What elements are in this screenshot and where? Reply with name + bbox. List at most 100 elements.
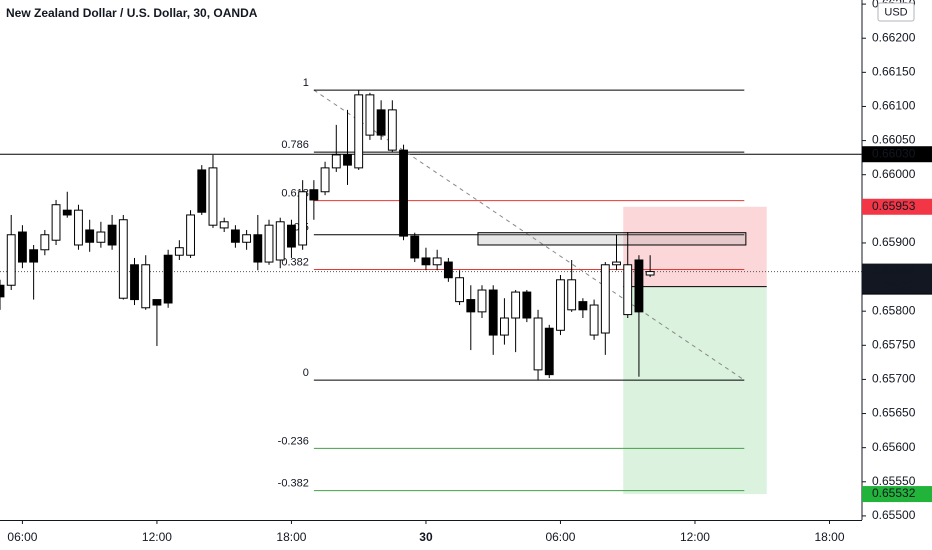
stop-zone — [623, 206, 767, 287]
candle-body — [365, 94, 375, 136]
fib-level-label: -0.236 — [278, 435, 309, 447]
price-tag-label: 0.66030 — [872, 146, 916, 160]
candle-body — [242, 234, 252, 243]
candle-body — [186, 214, 195, 256]
candle-body — [51, 204, 61, 241]
y-tick-label: 0.65500 — [872, 508, 916, 522]
candle-body — [152, 299, 162, 306]
fib-level-label: -0.382 — [278, 478, 309, 490]
y-tick-label: 0.66050 — [872, 133, 916, 147]
y-tick-label: 0.65550 — [872, 474, 916, 488]
axes: 0.662500.662000.661500.661000.660500.660… — [7, 0, 932, 544]
candle-body — [421, 257, 431, 266]
candle-body — [174, 247, 184, 256]
y-tick-label: 0.66150 — [872, 65, 916, 79]
rectangle — [477, 232, 747, 246]
candle-body — [634, 259, 644, 313]
candle-body — [455, 277, 465, 303]
fib-level-label: 0 — [303, 367, 309, 379]
y-tick-label: 0.65700 — [872, 372, 916, 386]
candle-body — [320, 167, 330, 193]
candle-body — [17, 231, 27, 263]
candle-body — [74, 209, 83, 246]
candle-body — [600, 264, 610, 334]
price-tag — [862, 198, 932, 215]
y-tick-label: 0.65650 — [872, 406, 916, 420]
candle-body — [522, 291, 532, 319]
y-tick-label: 0.65900 — [872, 235, 916, 249]
candle-body — [567, 279, 577, 311]
candle-body — [544, 327, 554, 376]
x-tick-label: 18:00 — [276, 530, 306, 544]
candle-body — [40, 234, 50, 251]
x-tick-label: 30 — [419, 530, 433, 544]
x-tick-label: 06:00 — [545, 530, 575, 544]
price-tag — [862, 486, 932, 503]
target-zone — [623, 286, 767, 495]
currency[interactable]: USD — [884, 6, 907, 18]
fib-level-label: 0.382 — [281, 256, 309, 268]
candle-body — [511, 291, 521, 319]
candle-body — [331, 154, 341, 169]
candle-body — [443, 261, 453, 279]
candle-body — [533, 317, 543, 371]
candle-body — [96, 231, 106, 243]
candle-body — [354, 94, 364, 169]
candle-body — [556, 279, 565, 331]
candle-body — [163, 254, 173, 304]
y-tick-label: 0.66200 — [872, 30, 916, 44]
candle-body — [578, 301, 588, 311]
candle-body — [62, 209, 72, 216]
countdown: 25:22 — [884, 279, 914, 293]
candle-body — [589, 304, 599, 336]
candle-body — [298, 191, 308, 246]
candle-body — [253, 234, 263, 263]
candle-body — [0, 284, 5, 298]
candle-body — [107, 224, 117, 246]
candle-body — [343, 154, 352, 166]
candle-body — [309, 189, 319, 201]
price-tag-label: 0.65858 — [872, 264, 916, 278]
y-tick-label: 0.66000 — [872, 167, 916, 181]
candle-body — [477, 289, 487, 313]
fib-level-label: 1 — [303, 77, 309, 89]
candle-body — [376, 109, 386, 136]
y-tick-label: 0.65600 — [872, 440, 916, 454]
candle-body — [130, 264, 139, 301]
candle-body — [197, 169, 207, 213]
fib-level-label: 0.786 — [281, 139, 309, 151]
candle-body — [387, 109, 397, 151]
y-tick-label: 0.66100 — [872, 99, 916, 113]
candle-body — [275, 221, 285, 261]
candle-body — [399, 149, 408, 237]
candle-body — [432, 257, 442, 266]
candle-body — [612, 261, 621, 266]
candle-body — [219, 221, 229, 229]
candle-body — [499, 317, 509, 336]
candle-body — [264, 224, 274, 263]
y-tick-label: 0.65750 — [872, 337, 916, 351]
candle-body — [623, 264, 633, 316]
candle-body — [287, 224, 296, 248]
candle-body — [208, 167, 218, 226]
price-tag — [862, 263, 932, 294]
candle-body — [85, 229, 95, 243]
candle-body — [466, 299, 476, 313]
candle-body — [141, 264, 151, 309]
x-tick-label: 12:00 — [680, 530, 710, 544]
candle-body — [410, 235, 420, 259]
x-tick-label: 12:00 — [142, 530, 172, 544]
x-tick-label: 18:00 — [814, 530, 844, 544]
candle-body — [118, 219, 128, 299]
price-tag — [862, 146, 932, 163]
candle-body — [230, 229, 240, 243]
chart-title: New Zealand Dollar / U.S. Dollar, 30, OA… — [6, 6, 258, 20]
x-tick-label: 06:00 — [7, 530, 37, 544]
candle-body — [6, 234, 16, 286]
y-tick-label: 0.65800 — [872, 303, 916, 317]
currency-box[interactable] — [877, 2, 915, 22]
candle-body — [29, 249, 39, 263]
